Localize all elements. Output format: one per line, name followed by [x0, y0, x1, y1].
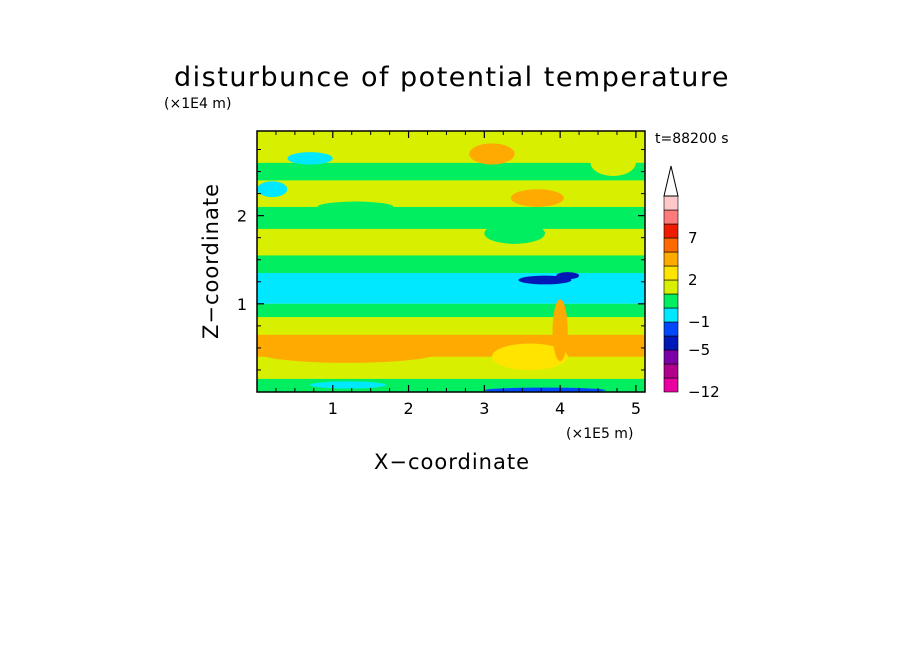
colorbar-swatch-3: [663, 335, 679, 351]
colorbar-label-1: 2: [688, 271, 698, 289]
colorbar-swatch-0: [663, 377, 679, 393]
colorbar-swatch-5: [663, 307, 679, 323]
colorbar-swatch-4: [663, 321, 679, 337]
x-tick-label-1: 2: [403, 399, 413, 418]
contour-band-4: [257, 303, 645, 318]
colorbar-swatch-2: [663, 349, 679, 365]
colorbar-swatch-6: [663, 293, 679, 309]
colorbar-swatch-8: [663, 265, 679, 281]
x-axis: 1 2 3 4 5: [275, 131, 641, 418]
contour-feature-6: [469, 143, 515, 165]
y-axis-label: Z−coordinate: [199, 183, 223, 339]
contour-feature-10: [491, 343, 568, 370]
contour-feature-12: [484, 387, 606, 392]
contour-feature-9: [590, 149, 636, 176]
colorbar-label-3: −5: [688, 341, 710, 359]
contour-feature-4: [518, 275, 572, 285]
contour-band-6: [257, 255, 645, 273]
contour-feature-5: [556, 272, 580, 280]
contour-feature-1: [257, 181, 288, 198]
contour-band-7: [257, 228, 645, 256]
colorbar-swatch-13: [663, 195, 679, 211]
contour-feature-2: [287, 152, 333, 165]
colorbar-swatch-10: [663, 237, 679, 253]
contour-field: [257, 131, 645, 392]
colorbar-label-4: −12: [688, 383, 720, 401]
contour-band-8: [257, 206, 645, 229]
chart-title: disturbunce of potential temperature: [174, 62, 730, 93]
colorbar-label-2: −1: [688, 313, 710, 331]
x-tick-label-3: 4: [555, 399, 565, 418]
colorbar-swatch-1: [663, 363, 679, 379]
colorbar: 7 2 −1 −5 −12: [663, 165, 720, 401]
contour-band-10: [257, 162, 645, 181]
x-tick-label-4: 5: [631, 399, 641, 418]
contour-band-5: [257, 272, 645, 304]
x-tick-label-2: 3: [479, 399, 489, 418]
contour-band-9: [257, 180, 645, 207]
contour-band-3: [257, 317, 645, 335]
x-tick-label-0: 1: [328, 399, 338, 418]
y-tick-label-0: 1: [237, 295, 247, 314]
colorbar-swatch-9: [663, 251, 679, 267]
colorbar-label-0: 7: [688, 229, 698, 247]
contour-feature-8: [484, 222, 545, 244]
contour-feature-0: [257, 341, 439, 363]
contour-feature-13: [310, 381, 386, 389]
colorbar-extend-arrow: [663, 165, 679, 197]
colorbar-swatch-11: [663, 223, 679, 239]
contour-feature-11: [552, 299, 568, 362]
colorbar-swatch-12: [663, 209, 679, 225]
x-axis-label: X−coordinate: [374, 450, 530, 474]
plot-frame: [256, 130, 646, 393]
time-label: t=88200 s: [655, 131, 729, 147]
y-tick-label-1: 2: [237, 207, 247, 226]
colorbar-swatch-7: [663, 279, 679, 295]
contour-feature-3: [317, 201, 394, 213]
y-unit-label: (×1E4 m): [164, 96, 231, 112]
y-axis: 12: [237, 149, 645, 371]
contour-feature-7: [510, 189, 564, 207]
x-unit-label: (×1E5 m): [566, 426, 633, 442]
